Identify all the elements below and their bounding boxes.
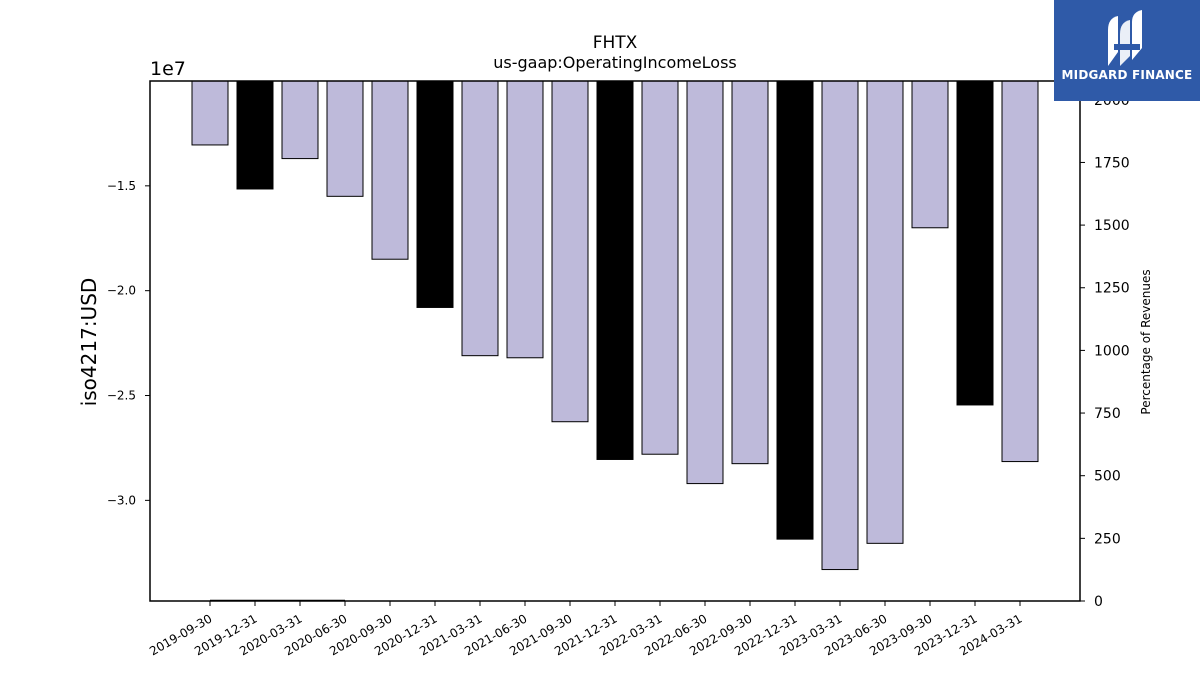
bar-2020-03-31 (281, 80, 319, 160)
bar-2023-09-30 (911, 80, 949, 229)
y-tick-label: −2.0 (107, 284, 136, 298)
y2-tick-label: 1250 (1094, 281, 1130, 297)
bar-2023-03-31 (821, 80, 859, 571)
y2-tick-label: 1750 (1094, 155, 1130, 171)
y2-tick-label: 750 (1094, 406, 1121, 422)
y-axis-label: iso4217:USD (77, 278, 101, 407)
y2-tick-label: 1000 (1094, 343, 1130, 359)
y-offset-label: 1e7 (150, 58, 186, 80)
logo-mark-icon (1108, 10, 1142, 66)
chart-title: FHTX (593, 33, 638, 53)
y2-axis-label: Percentage of Revenues (1139, 269, 1153, 414)
logo-text: MIDGARD FINANCE (1061, 68, 1193, 82)
bar-2023-06-30 (866, 80, 904, 544)
midgard-finance-logo: MIDGARD FINANCE (1054, 0, 1200, 101)
bar-2024-03-31 (1001, 80, 1039, 463)
bar-2022-09-30 (731, 80, 769, 465)
bar-2019-09-30 (191, 80, 229, 146)
bar-2022-03-31 (641, 80, 679, 455)
bar-2022-06-30 (686, 80, 724, 485)
y2-tick-label: 0 (1094, 594, 1103, 610)
chart-subtitle: us-gaap:OperatingIncomeLoss (493, 53, 737, 72)
bar-2021-06-30 (506, 80, 544, 359)
y-tick-label: −2.5 (107, 389, 136, 403)
plot-frame (149, 80, 1081, 602)
bar-2020-06-30 (326, 80, 364, 197)
y-tick-label: −1.5 (107, 179, 136, 193)
y2-tick-label: 250 (1094, 531, 1121, 547)
bar-2023-12-31 (956, 80, 994, 406)
bar-2021-03-31 (461, 80, 499, 357)
bar-2021-12-31 (596, 80, 634, 460)
y-tick-label: −3.0 (107, 493, 136, 507)
bar-2021-09-30 (551, 80, 589, 423)
y2-tick-label: 500 (1094, 469, 1121, 485)
bar-2020-12-31 (416, 80, 454, 308)
y2-tick-label: 1500 (1094, 218, 1130, 234)
bar-2020-09-30 (371, 80, 409, 260)
bar-2019-12-31 (236, 80, 274, 190)
bar-2022-12-31 (776, 80, 814, 540)
